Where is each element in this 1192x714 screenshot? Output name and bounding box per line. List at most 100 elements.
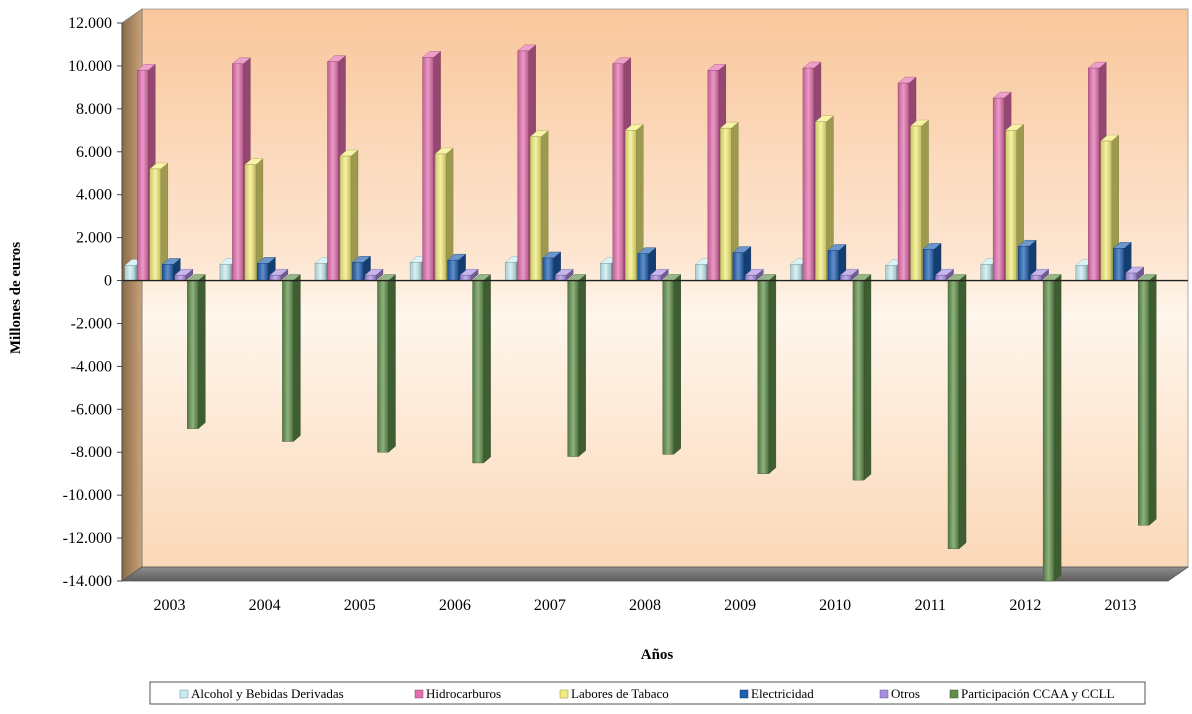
- bar-front: [1100, 140, 1112, 281]
- bar-2013-3: [1112, 241, 1132, 281]
- bar-2005-5: [376, 274, 397, 453]
- bar-2008-5: [662, 274, 682, 455]
- bar-front: [124, 265, 136, 281]
- bar-2011-4: [934, 268, 955, 281]
- legend-item: Alcohol y Bebidas Derivadas: [179, 686, 344, 701]
- bar-2010-2: [814, 115, 834, 281]
- bar-front: [327, 61, 339, 281]
- bar-front: [1125, 272, 1137, 281]
- bar-front: [992, 97, 1005, 281]
- bar-2008-2: [624, 123, 644, 281]
- bar-front: [422, 57, 434, 281]
- bar-front: [1088, 67, 1100, 281]
- y-tick-label: -14.000: [63, 573, 112, 590]
- bar-front: [637, 253, 649, 281]
- bar-front: [885, 265, 897, 281]
- bar-2007-5: [567, 274, 587, 457]
- bar-front: [612, 63, 624, 281]
- bar-front: [662, 280, 674, 455]
- bar-front: [504, 262, 517, 281]
- bar-front: [707, 70, 720, 281]
- y-tick-label: -2.000: [71, 315, 112, 332]
- y-tick-label: 8.000: [76, 101, 112, 118]
- bar-front: [219, 264, 232, 281]
- bar-front: [162, 264, 174, 281]
- y-axis-title: Millones de euros: [8, 242, 24, 354]
- bar-front: [600, 263, 612, 281]
- bar-2011-5: [947, 274, 967, 550]
- bar-front: [790, 264, 802, 281]
- bar-front: [434, 153, 447, 281]
- legend-swatch: [949, 689, 959, 699]
- bar-front: [232, 63, 244, 281]
- x-tick-label: 2007: [534, 597, 566, 614]
- y-tick-label: 12.000: [68, 15, 112, 32]
- bar-front: [174, 274, 186, 281]
- bar-front: [947, 280, 960, 550]
- bar-2013-5: [1137, 274, 1157, 526]
- bar-2004-5: [281, 274, 301, 442]
- bar-front: [364, 274, 377, 281]
- bar-front: [352, 262, 364, 281]
- y-tick-label: 0: [104, 273, 112, 290]
- floor: [120, 566, 1190, 582]
- axes-group: 12.000 10.000 8.000 6.000 4.000 2.000 0 -2.000 -…: [63, 15, 1188, 614]
- bar-side: [673, 274, 681, 455]
- bar-front: [1017, 245, 1030, 281]
- legend-item: Electricidad: [739, 686, 814, 701]
- legend-label: Participación CCAA y CCLL: [961, 686, 1115, 701]
- y-tick-label: 10.000: [68, 58, 112, 75]
- bar-front: [472, 280, 484, 464]
- bar-front: [745, 274, 757, 281]
- bar-front: [517, 50, 529, 281]
- bar-side: [198, 274, 206, 430]
- legend-swatch: [559, 689, 569, 699]
- bar-2012-4: [1030, 268, 1050, 281]
- legend-label: Alcohol y Bebidas Derivadas: [191, 686, 344, 701]
- y-tick-label: -10.000: [63, 487, 112, 504]
- bar-front: [732, 252, 745, 281]
- x-tick-label: 2010: [819, 597, 851, 614]
- bar-front: [897, 82, 910, 281]
- bar-front: [910, 125, 922, 281]
- y-tick-label: 4.000: [76, 187, 112, 204]
- y-tick-label: 6.000: [76, 144, 112, 161]
- bar-front: [852, 280, 865, 481]
- bar-front: [314, 263, 327, 281]
- x-tick-label: 2004: [249, 597, 281, 614]
- bar-front: [922, 249, 935, 281]
- legend: Alcohol y Bebidas Derivadas Hidrocarburos…: [149, 681, 1146, 705]
- plot-area: [120, 8, 1190, 582]
- bar-2009-5: [757, 274, 777, 475]
- bar-front: [409, 262, 422, 281]
- bar-2004-2: [244, 158, 264, 281]
- bar-2007-4: [554, 268, 574, 281]
- bar-front: [542, 257, 554, 281]
- legend-label: Hidrocarburos: [426, 686, 501, 701]
- bar-front: [1030, 274, 1042, 281]
- bar-front: [447, 259, 459, 281]
- legend-swatch: [739, 689, 749, 699]
- legend-swatch: [179, 689, 189, 699]
- bar-2004-4: [269, 268, 289, 281]
- legend-item: Otros: [879, 686, 920, 701]
- x-axis-title: Años: [641, 647, 674, 663]
- bar-front: [695, 264, 707, 281]
- y-tick-label: -8.000: [71, 444, 112, 461]
- bar-front: [980, 264, 992, 281]
- legend-item: Hidrocarburos: [414, 686, 501, 701]
- bar-side: [293, 274, 301, 442]
- y-tick-label: 2.000: [76, 230, 112, 247]
- bar-front: [377, 280, 389, 453]
- bar-front: [1138, 280, 1150, 526]
- bar-2010-3: [827, 244, 847, 281]
- bar-front: [1042, 280, 1055, 582]
- bar-side: [483, 274, 491, 464]
- bar-front: [282, 280, 294, 442]
- bar-front: [815, 121, 827, 281]
- bar-side: [863, 274, 872, 481]
- bar-front: [840, 274, 852, 281]
- bar-front: [269, 274, 282, 281]
- bar-front: [187, 280, 199, 429]
- bar-front: [935, 274, 947, 281]
